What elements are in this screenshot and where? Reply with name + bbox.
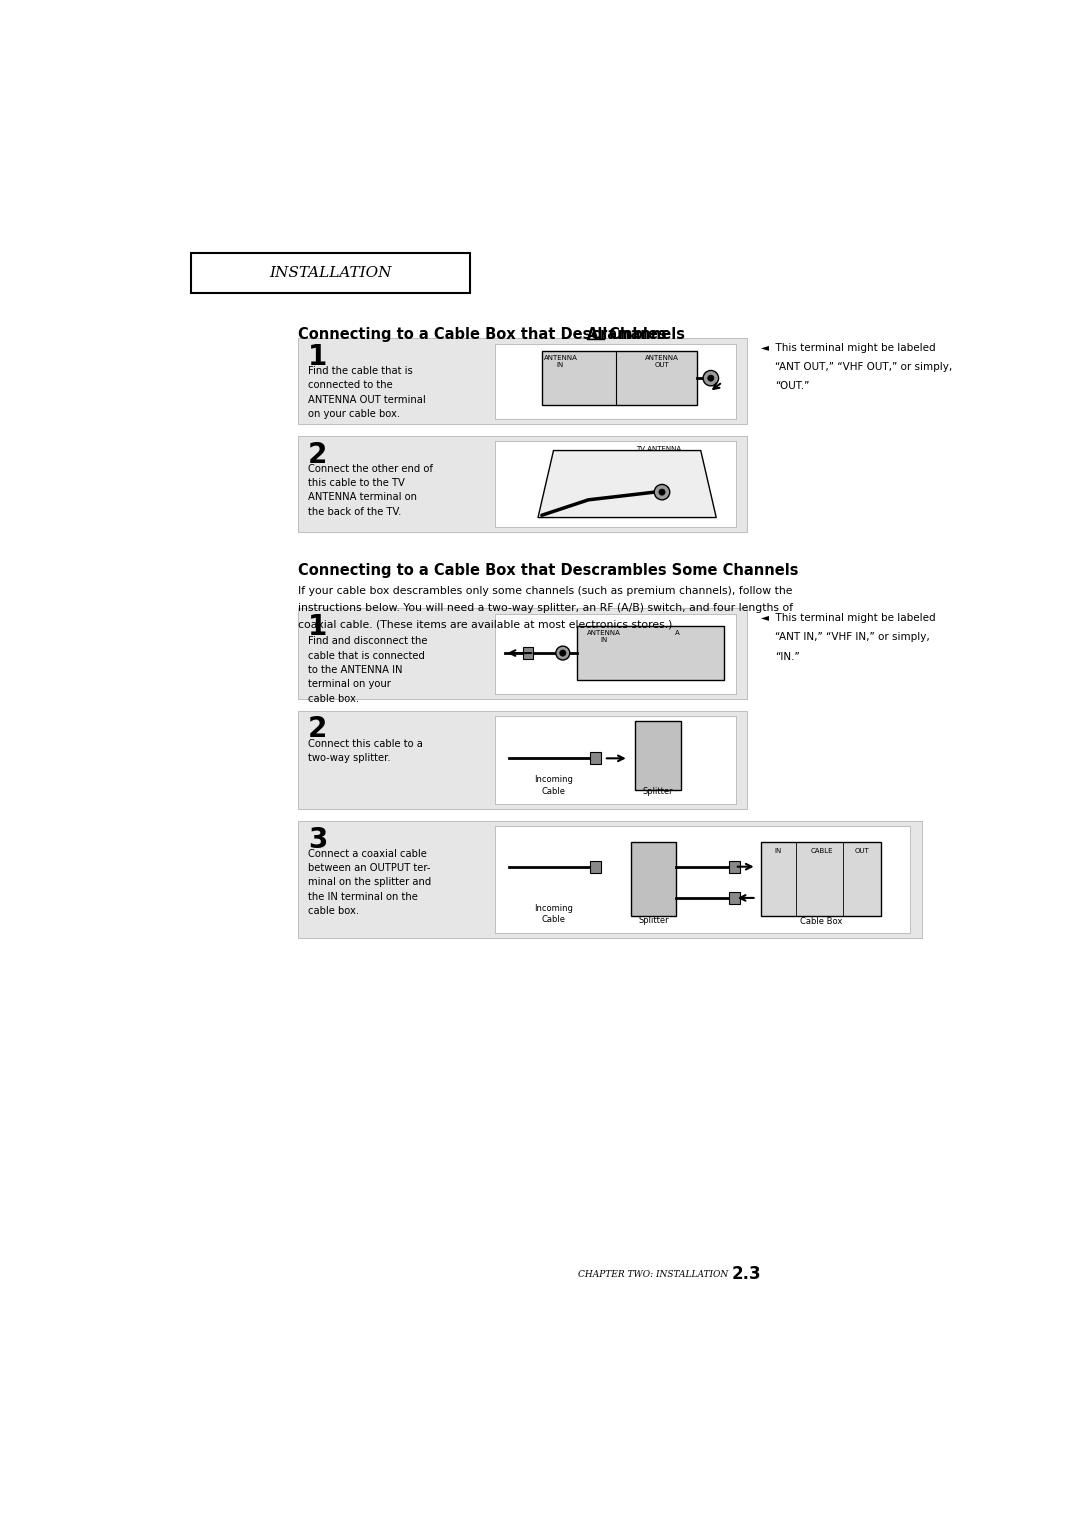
Bar <box>496 717 735 804</box>
Circle shape <box>559 649 566 656</box>
Bar <box>631 842 676 915</box>
Text: A: A <box>675 630 680 636</box>
Text: ANTENNA
IN: ANTENNA IN <box>543 354 578 368</box>
Bar <box>191 254 470 293</box>
Bar <box>635 721 681 790</box>
Bar <box>298 338 747 425</box>
Text: ◄  This terminal might be labeled: ◄ This terminal might be labeled <box>761 613 936 623</box>
Text: ANTENNA
OUT: ANTENNA OUT <box>645 354 679 368</box>
Text: Find and disconnect the
cable that is connected
to the ANTENNA IN
terminal on yo: Find and disconnect the cable that is co… <box>308 636 428 704</box>
Bar <box>590 860 600 872</box>
Text: 1: 1 <box>308 613 327 642</box>
Text: 3: 3 <box>308 825 327 854</box>
Text: “IN.”: “IN.” <box>775 651 800 662</box>
Bar <box>729 860 740 872</box>
Bar <box>729 892 740 905</box>
Text: coaxial cable. (These items are available at most electronics stores.): coaxial cable. (These items are availabl… <box>298 620 672 630</box>
Text: INSTALLATION: INSTALLATION <box>269 266 392 281</box>
Text: 1: 1 <box>308 342 327 371</box>
Text: Channels: Channels <box>604 327 685 342</box>
Text: Splitter: Splitter <box>638 915 669 924</box>
Bar <box>496 614 735 694</box>
Circle shape <box>654 484 670 500</box>
Text: 2: 2 <box>308 440 327 469</box>
Text: “ANT IN,” “VHF IN,” or simply,: “ANT IN,” “VHF IN,” or simply, <box>775 633 930 642</box>
Bar <box>298 608 747 700</box>
Text: IN: IN <box>774 848 782 854</box>
Text: 2.3: 2.3 <box>732 1265 761 1284</box>
Text: 2: 2 <box>308 715 327 744</box>
Bar <box>496 827 910 932</box>
Text: All: All <box>588 327 609 342</box>
Text: Connect the other end of
this cable to the TV
ANTENNA terminal on
the back of th: Connect the other end of this cable to t… <box>308 463 433 516</box>
Bar <box>298 821 921 938</box>
Text: Connecting to a Cable Box that Descrambles Some Channels: Connecting to a Cable Box that Descrambl… <box>298 562 798 578</box>
Text: Incoming
Cable: Incoming Cable <box>535 905 572 924</box>
Text: TV ANTENNA: TV ANTENNA <box>635 446 680 452</box>
Circle shape <box>707 374 714 382</box>
Bar <box>496 344 735 419</box>
Circle shape <box>703 370 718 387</box>
Text: CABLE: CABLE <box>810 848 833 854</box>
Bar <box>298 711 747 810</box>
Circle shape <box>659 489 665 495</box>
Text: instructions below. You will need a two-way splitter, an RF (A/B) switch, and fo: instructions below. You will need a two-… <box>298 604 793 613</box>
Bar <box>577 626 724 680</box>
Text: Incoming
Cable: Incoming Cable <box>535 775 572 796</box>
Circle shape <box>556 646 570 660</box>
Bar <box>496 442 735 527</box>
Text: Cable Box: Cable Box <box>800 917 842 926</box>
Bar <box>590 752 600 764</box>
Bar <box>542 351 697 405</box>
Text: OUT: OUT <box>854 848 869 854</box>
Text: ANTENNA
IN: ANTENNA IN <box>586 630 621 643</box>
Text: Splitter: Splitter <box>643 787 674 796</box>
Text: “ANT OUT,” “VHF OUT,” or simply,: “ANT OUT,” “VHF OUT,” or simply, <box>775 362 953 371</box>
Text: Connecting to a Cable Box that Descrambles: Connecting to a Cable Box that Descrambl… <box>298 327 672 342</box>
Text: “OUT.”: “OUT.” <box>775 382 810 391</box>
Text: Connect a coaxial cable
between an OUTPUT ter-
minal on the splitter and
the IN : Connect a coaxial cable between an OUTPU… <box>308 848 431 917</box>
Text: CHAPTER TWO: INSTALLATION: CHAPTER TWO: INSTALLATION <box>578 1270 728 1279</box>
Text: Connect this cable to a
two-way splitter.: Connect this cable to a two-way splitter… <box>308 738 422 762</box>
Bar <box>523 646 534 659</box>
Text: Find the cable that is
connected to the
ANTENNA OUT terminal
on your cable box.: Find the cable that is connected to the … <box>308 365 426 419</box>
Text: If your cable box descrambles only some channels (such as premium channels), fol: If your cable box descrambles only some … <box>298 587 793 596</box>
Text: ◄  This terminal might be labeled: ◄ This terminal might be labeled <box>761 342 936 353</box>
Polygon shape <box>538 451 716 518</box>
Bar <box>298 435 747 532</box>
Bar <box>761 842 881 915</box>
